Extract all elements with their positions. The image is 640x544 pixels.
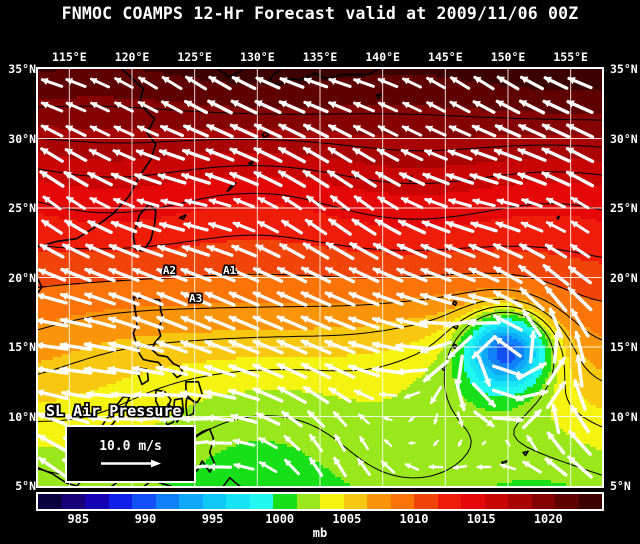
colorbar-swatch [508,494,532,509]
map-canvas [38,69,602,486]
latitude-tick-label: 30°N [8,132,36,146]
colorbar-swatch [461,494,485,509]
latitude-tick-label: 15°N [8,340,36,354]
latitude-tick-label: 30°N [610,132,638,146]
colorbar-tick-label: 990 [135,512,157,526]
latitude-tick-label: 5°N [610,479,631,493]
latitude-tick-label: 20°N [8,271,36,285]
longitude-tick-label: 115°E [52,50,87,64]
wind-vector-arrow-icon [100,459,161,468]
longitude-tick-label: 130°E [240,50,275,64]
latitude-tick-label: 25°N [610,201,638,215]
colorbar-swatch [320,494,344,509]
colorbar-swatch [273,494,297,509]
forecast-map[interactable]: A2 A1 A3 SL Air Pressure 10.0 m/s [36,67,604,488]
colorbar-tick-label: 1020 [534,512,563,526]
longitude-tick-label: 140°E [365,50,400,64]
colorbar-swatch [179,494,203,509]
latitude-tick-label: 10°N [8,410,36,424]
colorbar-tick-label: 1010 [400,512,429,526]
latitude-tick-label: 35°N [8,62,36,76]
longitude-tick-label: 145°E [428,50,463,64]
colorbar-swatch [108,494,132,509]
colorbar-swatch [531,494,555,509]
latitude-tick-label: 35°N [610,62,638,76]
field-title-label: SL Air Pressure [46,402,181,420]
wind-scale-legend: 10.0 m/s [65,425,196,483]
latitude-tick-label: 10°N [610,410,638,424]
colorbar-swatch [367,494,391,509]
colorbar-swatch [484,494,508,509]
colorbar-swatch [61,494,85,509]
colorbar-swatch [38,494,62,509]
colorbar-swatch [249,494,273,509]
wind-scale-value: 10.0 m/s [99,440,162,453]
colorbar-swatch [555,494,579,509]
colorbar-swatch [132,494,156,509]
pressure-colorbar[interactable] [36,492,604,511]
colorbar-swatch [85,494,109,509]
wind-vectors [38,75,595,479]
map-gridlines [38,69,602,486]
colorbar-tick-label: 995 [202,512,224,526]
longitude-tick-label: 135°E [303,50,338,64]
colorbar-swatch [226,494,250,509]
colorbar-tick-label: 1015 [467,512,496,526]
colorbar-swatch [578,494,602,509]
colorbar-unit-label: mb [0,526,640,540]
pressure-field-svg [38,69,602,486]
colorbar-swatch [390,494,414,509]
longitude-tick-label: 150°E [491,50,526,64]
colorbar-swatch [414,494,438,509]
colorbar-swatch [296,494,320,509]
longitude-tick-label: 155°E [553,50,588,64]
colorbar-swatch [155,494,179,509]
latitude-tick-label: 15°N [610,340,638,354]
colorbar-tick-label: 985 [67,512,89,526]
colorbar-swatch [437,494,461,509]
colorbar-tick-label: 1005 [332,512,361,526]
latitude-tick-label: 25°N [8,201,36,215]
colorbar-tick-label: 1000 [265,512,294,526]
colorbar-swatch [202,494,226,509]
longitude-tick-label: 125°E [177,50,212,64]
latitude-tick-label: 5°N [15,479,36,493]
colorbar-swatch [343,494,367,509]
latitude-tick-label: 20°N [610,271,638,285]
longitude-tick-label: 120°E [115,50,150,64]
page-title: FNMOC COAMPS 12-Hr Forecast valid at 200… [0,4,640,23]
